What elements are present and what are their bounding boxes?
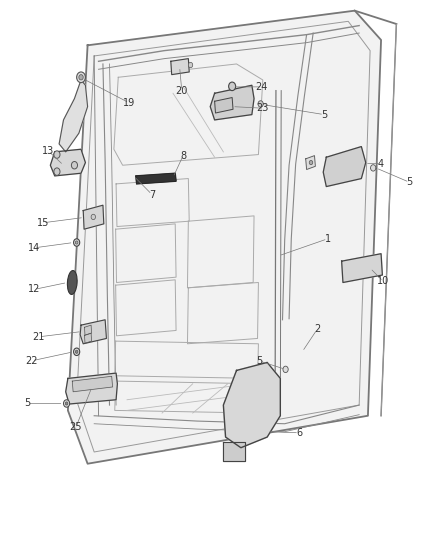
Text: 5: 5	[256, 356, 262, 366]
Text: 2: 2	[314, 325, 320, 334]
Circle shape	[309, 160, 313, 165]
Text: 13: 13	[42, 146, 54, 156]
Ellipse shape	[67, 271, 77, 294]
Polygon shape	[83, 205, 104, 229]
Text: 14: 14	[28, 243, 40, 253]
Polygon shape	[85, 325, 92, 335]
Text: 10: 10	[377, 277, 389, 286]
Text: 20: 20	[176, 86, 188, 95]
Text: 24: 24	[256, 82, 268, 92]
Circle shape	[371, 165, 376, 171]
Polygon shape	[210, 85, 254, 120]
Polygon shape	[80, 320, 106, 344]
Text: 19: 19	[123, 98, 135, 108]
Circle shape	[54, 151, 60, 158]
Text: 23: 23	[257, 103, 269, 113]
Polygon shape	[171, 59, 189, 75]
Text: 4: 4	[378, 159, 384, 168]
Circle shape	[91, 214, 95, 220]
Circle shape	[77, 72, 85, 83]
Polygon shape	[136, 173, 176, 184]
Circle shape	[188, 62, 193, 68]
Polygon shape	[68, 11, 381, 464]
Text: 1: 1	[325, 234, 331, 244]
Polygon shape	[72, 376, 113, 392]
Text: 22: 22	[25, 356, 38, 366]
Text: 15: 15	[37, 218, 49, 228]
Text: 8: 8	[180, 151, 186, 160]
Circle shape	[229, 82, 236, 91]
Text: 5: 5	[321, 110, 327, 119]
Polygon shape	[50, 149, 85, 176]
Circle shape	[54, 168, 60, 175]
Polygon shape	[223, 442, 245, 461]
Circle shape	[75, 241, 78, 244]
Text: 5: 5	[24, 399, 30, 408]
Polygon shape	[59, 80, 88, 152]
Circle shape	[283, 366, 288, 373]
Circle shape	[79, 75, 83, 80]
Polygon shape	[323, 147, 366, 187]
Circle shape	[74, 239, 80, 246]
Circle shape	[65, 402, 68, 405]
Text: 7: 7	[149, 190, 155, 199]
Text: 12: 12	[28, 285, 40, 294]
Circle shape	[64, 400, 70, 407]
Polygon shape	[85, 333, 92, 343]
Polygon shape	[306, 156, 315, 169]
Circle shape	[258, 101, 263, 107]
Circle shape	[75, 350, 78, 353]
Circle shape	[74, 348, 80, 356]
Polygon shape	[215, 98, 233, 113]
Text: 25: 25	[70, 423, 82, 432]
Polygon shape	[223, 362, 280, 448]
Polygon shape	[66, 373, 117, 404]
Text: 5: 5	[406, 177, 413, 187]
Text: 6: 6	[296, 428, 302, 438]
Circle shape	[71, 161, 78, 169]
Polygon shape	[342, 254, 382, 282]
Text: 21: 21	[32, 332, 45, 342]
